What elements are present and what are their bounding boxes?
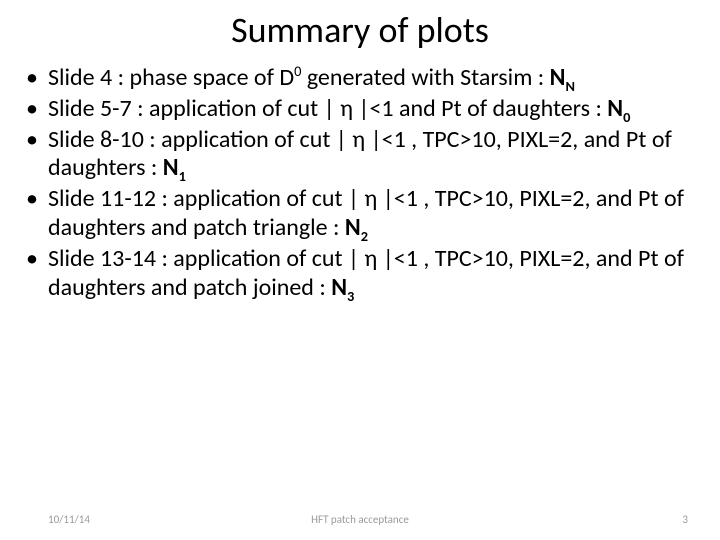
subscript: 2 [361, 227, 368, 245]
bold-label: NN [550, 63, 575, 92]
footer-date: 10/11/14 [48, 513, 90, 526]
bullet-text: Slide 4 : phase space of D [48, 63, 294, 92]
slide: Summary of plots Slide 4 : phase space o… [0, 0, 720, 540]
bullet-text: Slide 5-7 : application of cut | η |<1 a… [48, 94, 607, 123]
subscript: 0 [623, 108, 630, 126]
bullet-item: Slide 13-14 : application of cut | η |<1… [22, 245, 698, 303]
slide-title: Summary of plots [22, 8, 698, 52]
bullet-item: Slide 11-12 : application of cut | η |<1… [22, 185, 698, 243]
subscript: N [565, 77, 574, 95]
bold-label: N0 [607, 94, 630, 123]
bold-text: N [163, 153, 179, 182]
bullet-item: Slide 8-10 : application of cut | η |<1 … [22, 126, 698, 184]
bullet-text: generated with Starsim : [301, 63, 549, 92]
subscript: 3 [347, 286, 354, 304]
bullet-list: Slide 4 : phase space of D 0 generated wi… [22, 64, 698, 302]
bold-label: N2 [345, 213, 368, 242]
bold-text: N [331, 273, 347, 302]
bold-text: N [345, 213, 361, 242]
bullet-item: Slide 4 : phase space of D0 generated wi… [22, 64, 698, 93]
footer-title: HFT patch acceptance [311, 513, 409, 526]
footer: 10/11/14 HFT patch acceptance 3 [0, 513, 720, 526]
bullet-text: Slide 8-10 : application of cut | η |<1 … [48, 125, 672, 183]
bold-label: N1 [163, 153, 186, 182]
subscript: 1 [179, 167, 186, 185]
bold-text: N [550, 63, 566, 92]
bullet-text: Slide 13-14 : application of cut | η |<1… [48, 244, 684, 302]
bold-text: N [607, 94, 623, 123]
bold-label: N3 [331, 273, 354, 302]
bullet-item: Slide 5-7 : application of cut | η |<1 a… [22, 95, 698, 124]
footer-page: 3 [682, 513, 688, 526]
